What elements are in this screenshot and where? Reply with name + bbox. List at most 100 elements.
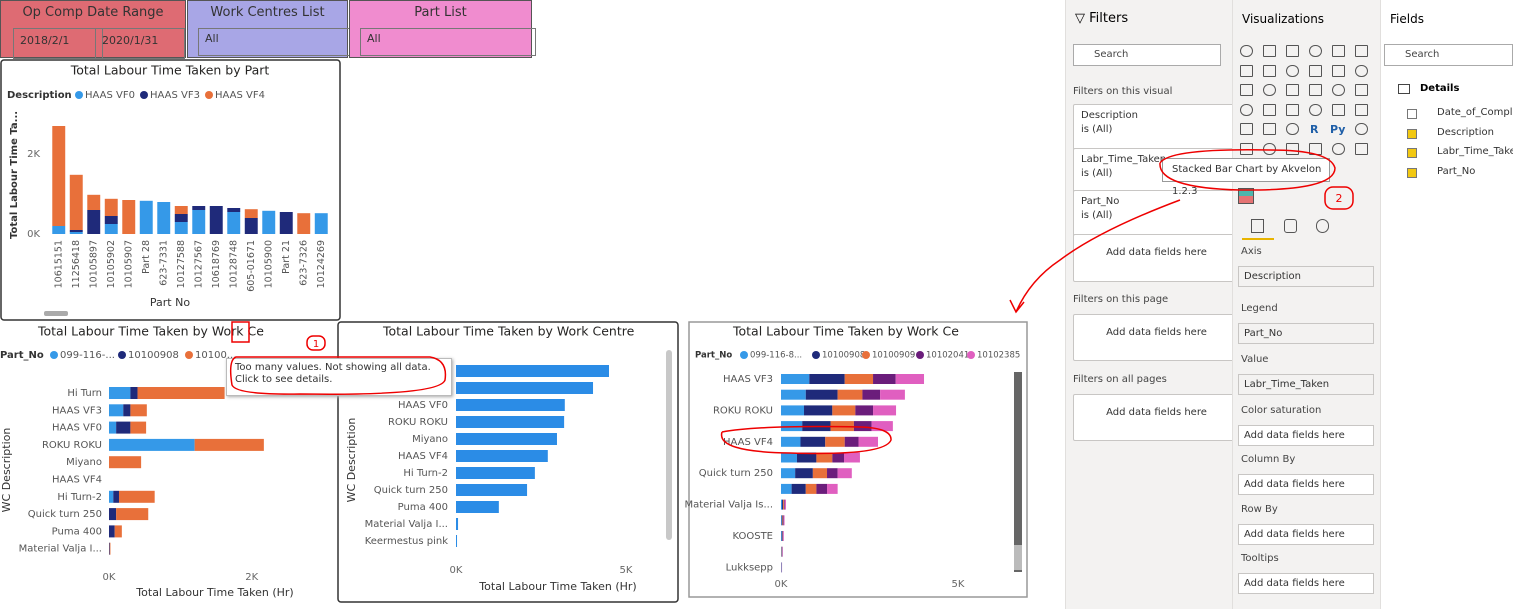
visual-icon[interactable] — [1286, 45, 1299, 57]
field-name[interactable]: Date_of_Compl... — [1437, 107, 1513, 118]
chart-title: Total Labour Time Taken by Work Ce — [37, 324, 264, 339]
visual-icon[interactable] — [1309, 84, 1322, 96]
drop-zone[interactable]: Add data fields here — [1073, 314, 1240, 361]
legend-swatch — [75, 91, 83, 99]
field-checkbox[interactable] — [1407, 128, 1417, 139]
visual-icon[interactable] — [1240, 142, 1253, 155]
legend-label: HAAS VF0 — [85, 90, 135, 101]
date-input[interactable]: 2020/1/31 — [95, 28, 185, 59]
bar-segment — [192, 210, 206, 234]
visual-icon[interactable] — [1263, 64, 1276, 77]
table-name[interactable]: Details — [1420, 83, 1460, 94]
bar — [456, 518, 459, 530]
slicer[interactable]: Work Centres List All — [187, 0, 352, 58]
visual-icon[interactable] — [1355, 64, 1368, 77]
bar — [456, 433, 557, 445]
drop-zone[interactable]: Add data fields here — [1073, 234, 1240, 282]
visual-icon[interactable] — [1263, 45, 1276, 57]
field-name[interactable]: Part_No — [1437, 166, 1476, 178]
bar-segment — [816, 483, 828, 494]
bar-segment — [800, 436, 826, 447]
well[interactable]: Add data fields here — [1238, 573, 1374, 594]
drop-zone[interactable]: Add data fields here — [1073, 394, 1240, 441]
legend-swatch — [967, 351, 975, 359]
visual-icon[interactable] — [1332, 45, 1345, 57]
bar-segment — [782, 499, 784, 510]
well[interactable]: Add data fields here — [1238, 474, 1374, 495]
filter-state: is (All) — [1081, 168, 1113, 179]
visual-icon[interactable] — [1309, 103, 1322, 116]
visual-border — [0, 59, 341, 321]
visual-icon[interactable] — [1240, 103, 1253, 116]
visual-icon[interactable] — [1240, 84, 1253, 96]
well[interactable]: Description — [1238, 266, 1374, 287]
visual-icon[interactable] — [1240, 123, 1253, 135]
x-tick-label: 10618769 — [211, 240, 222, 288]
visual-icon[interactable] — [1240, 64, 1253, 77]
visual-icon[interactable] — [1355, 84, 1368, 96]
visual-icon[interactable] — [1332, 142, 1345, 155]
well[interactable]: Add data fields here — [1238, 524, 1374, 545]
bar-segment — [832, 405, 856, 416]
bar-segment — [109, 525, 115, 538]
field-checkbox[interactable] — [1407, 148, 1417, 159]
visual-icon[interactable] — [1309, 45, 1322, 57]
search-box[interactable]: Search — [1073, 44, 1221, 66]
y-tick-label: ROKU ROKU — [42, 440, 102, 451]
bar-segment — [87, 194, 101, 210]
well[interactable]: Labr_Time_Taken — [1238, 374, 1374, 395]
visual-icon[interactable] — [1332, 84, 1345, 96]
date-input[interactable]: 2018/2/1 — [13, 28, 103, 59]
legend-swatch — [916, 351, 924, 359]
visual-icon[interactable] — [1355, 45, 1368, 57]
selected-visual-icon[interactable] — [1238, 188, 1254, 204]
filter-card[interactable]: Part_No is (All) — [1073, 190, 1240, 238]
well[interactable]: Part_No — [1238, 323, 1374, 344]
visual-icon[interactable] — [1309, 64, 1322, 77]
visual-icon[interactable] — [1263, 142, 1276, 155]
visual-icon[interactable] — [1286, 84, 1299, 96]
format-tab[interactable] — [1284, 219, 1297, 233]
visual-icon[interactable] — [1355, 123, 1368, 135]
visual-icon[interactable] — [1286, 103, 1299, 116]
bar-segment — [52, 126, 66, 226]
field-name[interactable]: Description — [1437, 126, 1494, 138]
bar-segment — [880, 389, 905, 400]
filter-card[interactable]: Description is (All) — [1073, 104, 1240, 152]
visual-icon[interactable] — [1263, 123, 1276, 135]
analytics-tab[interactable] — [1316, 219, 1329, 233]
well[interactable]: Add data fields here — [1238, 425, 1374, 446]
fields-tab[interactable] — [1251, 219, 1264, 233]
visual-icon[interactable] — [1286, 123, 1299, 135]
bar-segment — [122, 200, 136, 234]
y-axis-title: WC Description — [0, 428, 13, 513]
bar-segment — [832, 452, 845, 463]
field-checkbox[interactable] — [1407, 168, 1417, 179]
bar-segment — [805, 483, 817, 494]
bar-segment — [69, 174, 83, 230]
y-tick-label: Hi Turn-2 — [57, 492, 102, 503]
bar-segment — [781, 483, 792, 494]
visual-icon[interactable] — [1332, 103, 1345, 116]
bar-segment — [781, 389, 806, 400]
visual-icon[interactable] — [1263, 103, 1276, 116]
search-box[interactable]: Search — [1384, 44, 1513, 66]
visual-icon[interactable] — [1332, 64, 1345, 77]
visual-icon[interactable] — [1286, 142, 1299, 155]
visual-icon[interactable] — [1263, 84, 1276, 96]
visual-icon[interactable] — [1240, 45, 1253, 57]
visual-icon[interactable] — [1309, 142, 1322, 155]
bar-segment — [314, 213, 328, 234]
visual-icon[interactable] — [1355, 103, 1368, 116]
y-tick-label: Hi Turn — [67, 388, 102, 399]
slicer[interactable]: Op Comp Date Range 2018/2/1 2020/1/31 — [0, 0, 186, 59]
visual-icon[interactable] — [1286, 64, 1299, 77]
dropdown[interactable]: All — [360, 28, 536, 56]
field-checkbox[interactable] — [1407, 109, 1417, 119]
bar-segment — [781, 452, 797, 463]
visual-icon[interactable] — [1355, 142, 1368, 155]
x-tick-label: 10127567 — [193, 240, 204, 288]
legend-label: 10102385 — [977, 351, 1020, 361]
slicer[interactable]: Part List All — [349, 0, 536, 58]
field-name[interactable]: Labr_Time_Taken — [1437, 146, 1513, 158]
